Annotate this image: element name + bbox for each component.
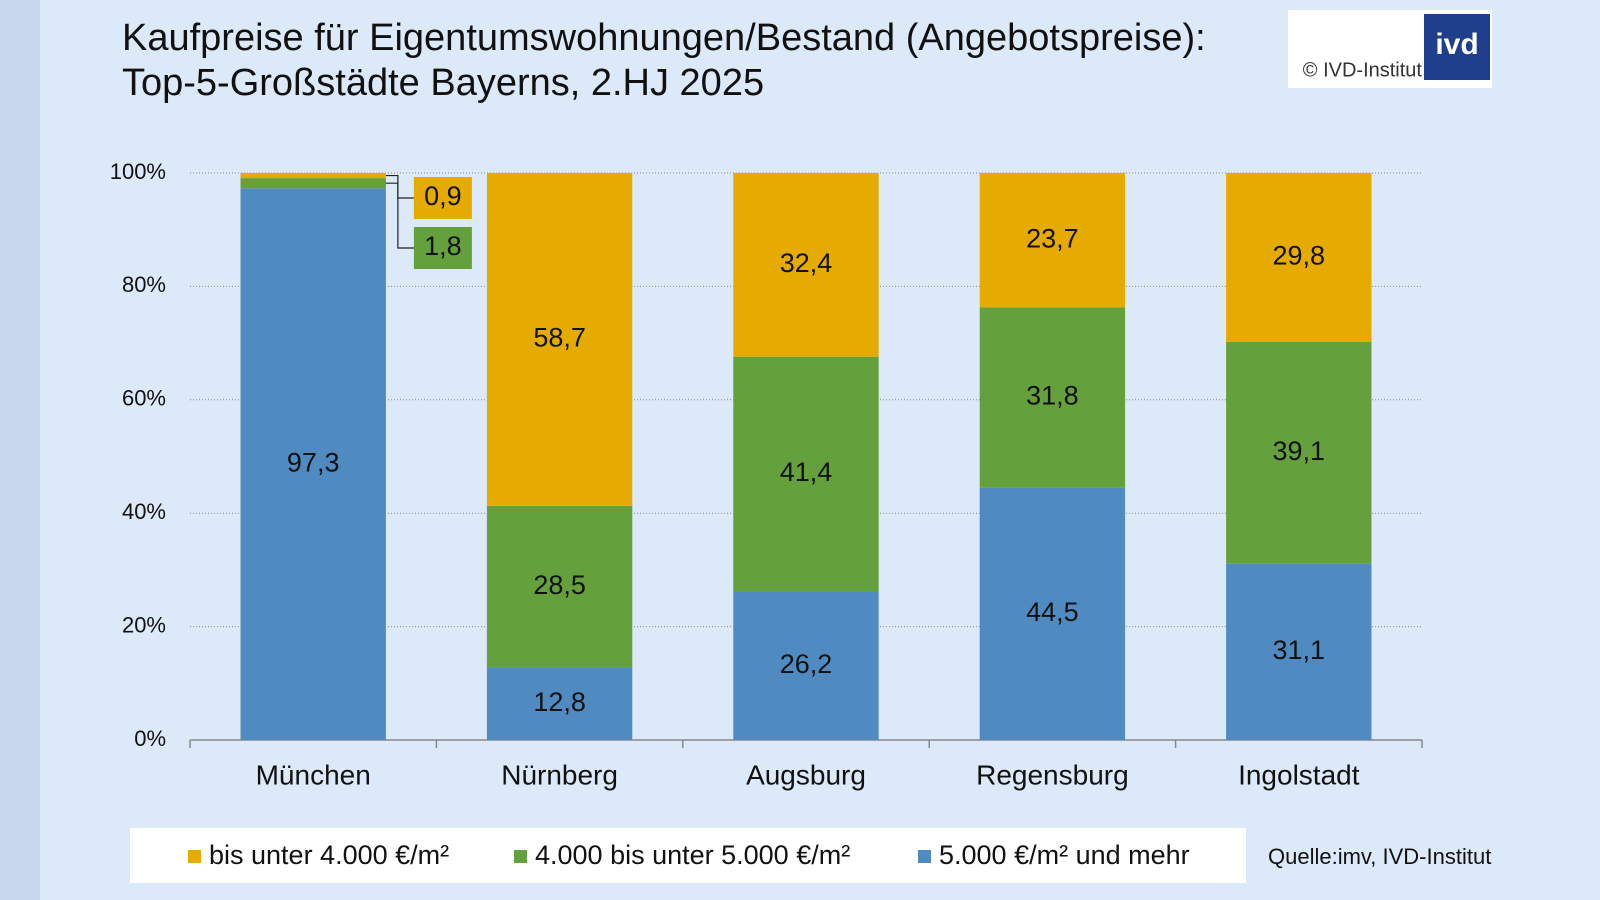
source: Quelle:imv, IVD-Institut [1268,844,1491,869]
x-tick-label: Augsburg [746,759,866,790]
value-label: 41,4 [780,457,833,487]
y-tick-label: 20% [122,612,166,637]
value-label: 32,4 [780,248,833,278]
legend-swatch [918,850,931,863]
chart-title: Kaufpreise für Eigentumswohnungen/Bestan… [122,17,1206,59]
y-tick-label: 0% [134,726,166,751]
value-label: 31,1 [1273,635,1326,665]
value-label: 1,8 [424,231,462,261]
bar-segment [1226,563,1372,740]
legend-label: 5.000 €/m² und mehr [939,840,1190,870]
x-tick-label: Nürnberg [501,759,618,790]
legend-swatch [188,850,201,863]
legend-label: 4.000 bis unter 5.000 €/m² [535,840,850,870]
bar-segment [486,667,633,740]
bar-segment [733,173,879,357]
bar-segment [979,173,1126,308]
value-label: 44,5 [1026,597,1079,627]
bar-segment [1226,341,1372,564]
value-label: 97,3 [287,447,340,477]
value-label: 23,7 [1026,223,1079,253]
bar-segment [486,505,633,668]
value-label: 0,9 [424,181,462,211]
value-label: 12,8 [533,687,586,717]
value-label-box [413,227,472,269]
copyright: © IVD-Institut [1303,59,1423,81]
leader-line [385,182,414,249]
bar-segment [240,178,386,189]
bar-segment [733,591,879,740]
y-tick-label: 60% [122,386,166,411]
chart-subtitle: Top-5-Großstädte Bayerns, 2.HJ 2025 [122,62,764,104]
bar-segment [240,173,386,179]
logo-text: ivd [1435,28,1478,61]
bar-segment [486,173,633,506]
bar-segment [979,487,1126,740]
bar-segment [1226,173,1372,342]
y-tick-label: 40% [122,499,166,524]
value-label: 31,8 [1026,381,1079,411]
logo-square [1424,14,1490,80]
bar-segment [979,307,1126,488]
value-label: 39,1 [1273,436,1326,466]
x-tick-label: München [256,759,371,790]
value-label-box [413,177,472,219]
legend-label: bis unter 4.000 €/m² [209,840,449,870]
value-label: 29,8 [1273,241,1326,271]
x-tick-label: Ingolstadt [1238,759,1360,790]
y-tick-label: 80% [122,272,166,297]
side-strip [0,0,40,900]
value-label: 28,5 [533,570,586,600]
legend-swatch [514,850,527,863]
value-label: 58,7 [533,323,586,353]
bar-segment [240,188,386,740]
bar-segment [733,356,879,592]
x-tick-label: Regensburg [976,759,1129,790]
value-label: 26,2 [780,649,833,679]
y-tick-label: 100% [110,159,166,184]
legend-box [130,828,1246,883]
